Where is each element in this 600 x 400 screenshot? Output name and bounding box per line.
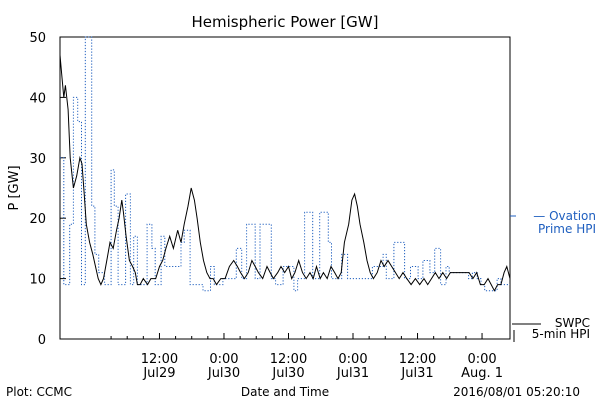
legend-swpc-line1: SWPC <box>555 316 590 330</box>
x-tick-date-label: Jul31 <box>336 366 369 381</box>
x-tick-date-label: Jul30 <box>207 366 240 381</box>
x-tick-date-label: Jul29 <box>142 366 175 381</box>
chart-title: Hemispheric Power [GW] <box>192 13 379 31</box>
y-tick-label: 30 <box>29 152 46 167</box>
x-tick-time-label: 0:00 <box>209 352 238 367</box>
y-tick-label: 20 <box>29 212 46 227</box>
x-tick-time-label: 12:00 <box>141 352 178 367</box>
legend-ovation-line1: — Ovation <box>533 209 596 223</box>
y-tick-label: 40 <box>29 91 46 106</box>
x-tick-date-label: Jul30 <box>271 366 304 381</box>
x-tick-time-label: 12:00 <box>270 352 307 367</box>
y-tick-label: 50 <box>29 31 46 46</box>
series-ovation-prime-hpi <box>60 36 510 292</box>
y-axis-label: P [GW] <box>7 165 22 210</box>
legend-ovation-line2: Prime HPI <box>538 222 596 236</box>
footer-credit: Plot: CCMC <box>6 385 72 399</box>
x-axis: 12:00Jul290:00Jul3012:00Jul300:00Jul3112… <box>110 333 503 381</box>
legend-swpc-line2: 5-min HPI <box>532 327 590 341</box>
legend-swpc: SWPC 5-min HPI <box>512 316 590 342</box>
x-tick-time-label: 0:00 <box>467 352 496 367</box>
y-tick-label: 0 <box>38 333 46 348</box>
x-tick-date-label: Jul31 <box>400 366 433 381</box>
y-tick-label: 10 <box>29 273 46 288</box>
y-axis: 0 10 20 30 40 50 <box>29 31 66 348</box>
x-tick-time-label: 0:00 <box>338 352 367 367</box>
x-tick-date-label: Aug. 1 <box>461 366 503 381</box>
series-swpc-5min-hpi <box>59 55 511 292</box>
footer-timestamp: 2016/08/01 05:20:10 <box>453 385 580 399</box>
series-layer <box>59 36 511 292</box>
x-axis-label: Date and Time <box>241 385 329 399</box>
legend-ovation: — Ovation Prime HPI <box>510 209 596 236</box>
x-tick-time-label: 12:00 <box>399 352 436 367</box>
plot-frame <box>59 36 511 340</box>
